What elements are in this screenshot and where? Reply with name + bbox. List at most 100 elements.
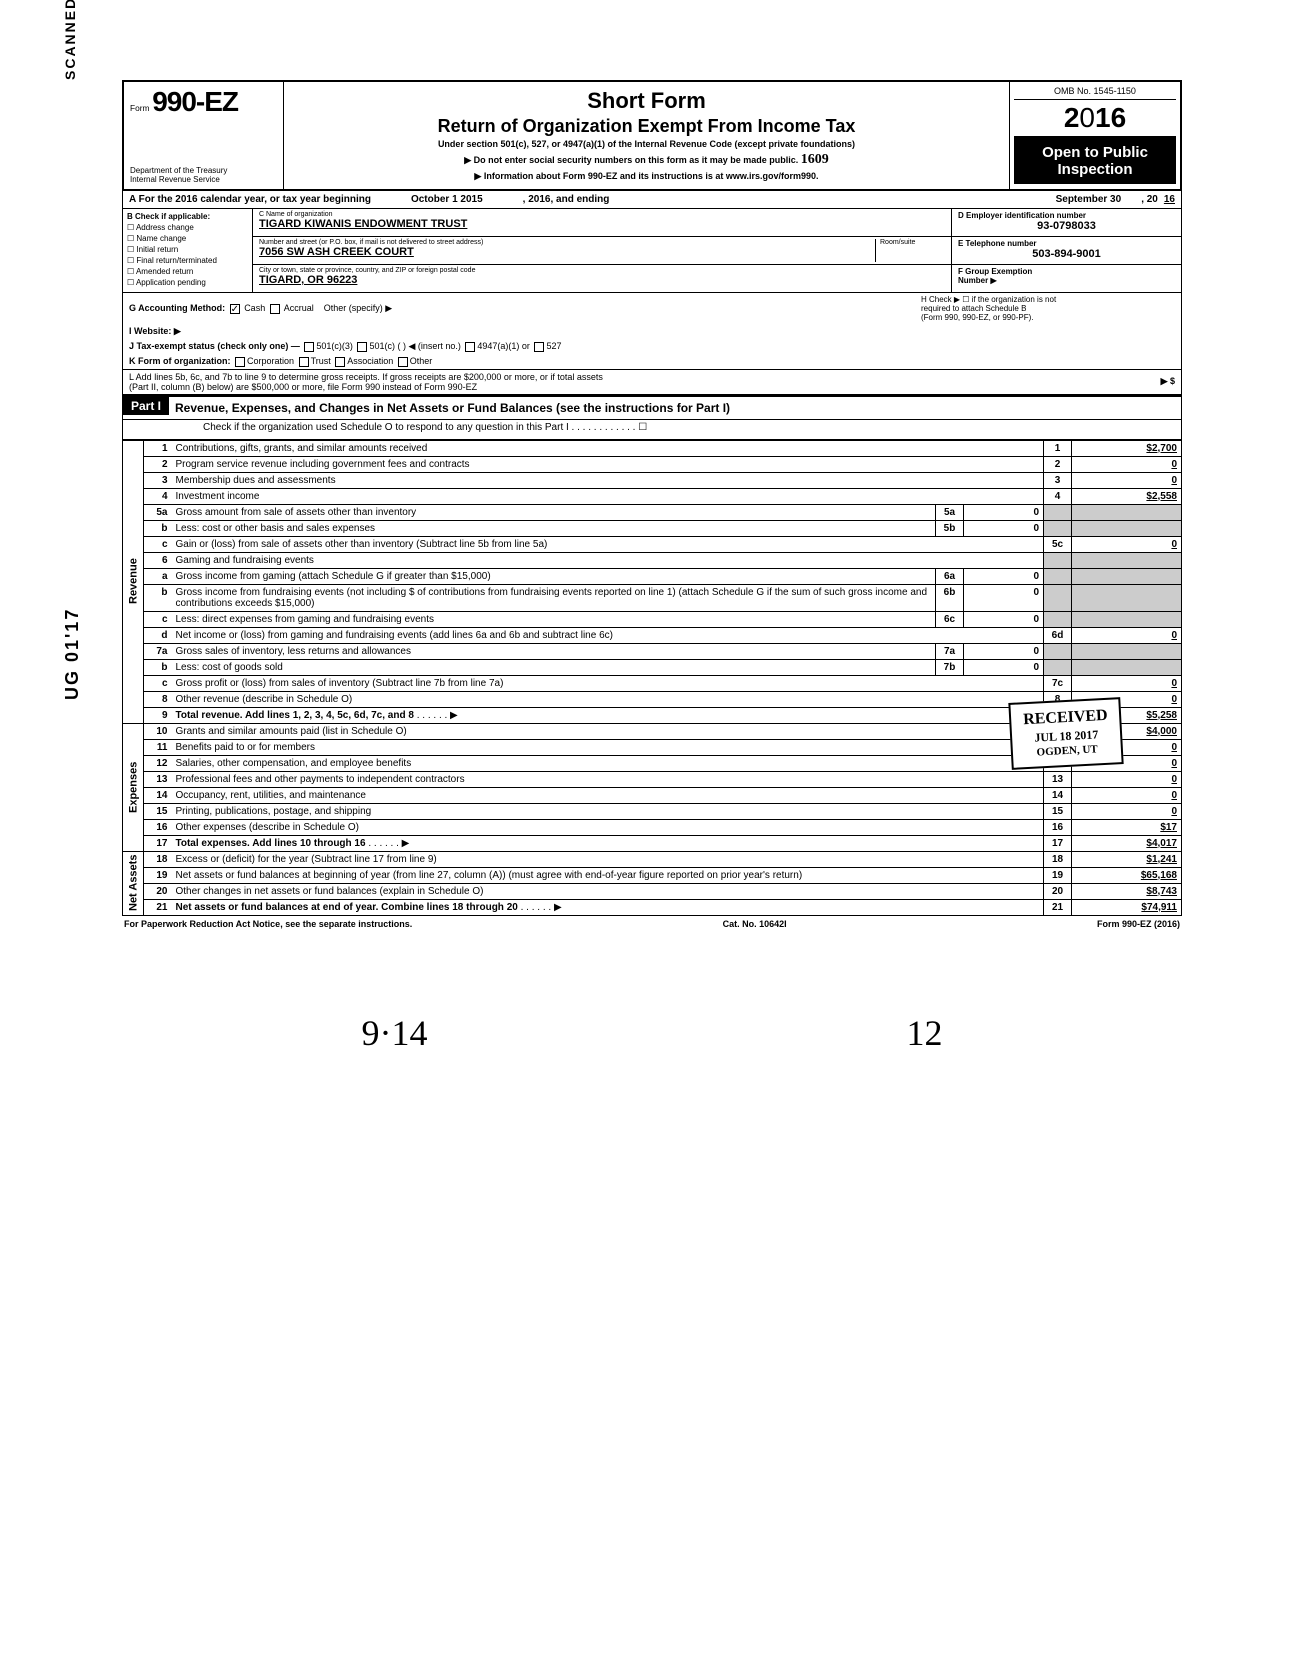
amount: 0 <box>1072 627 1182 643</box>
line-number: 5a <box>144 504 172 520</box>
table-row: 15Printing, publications, postage, and s… <box>123 803 1182 819</box>
chk-accrual[interactable] <box>270 304 280 314</box>
date-stamp-left: UG 01'17 <box>62 608 83 700</box>
handwritten-note: 1609 <box>801 152 829 167</box>
lbl-other: Other (specify) ▶ <box>324 303 392 313</box>
line-i: I Website: ▶ <box>129 326 181 336</box>
ein-value: 93-0798033 <box>958 220 1175 232</box>
shaded-cell <box>1044 611 1072 627</box>
part1-label: Part I <box>123 397 169 415</box>
inner-box-number: 6a <box>936 568 964 584</box>
amount: 0 <box>1072 536 1182 552</box>
amount: 0 <box>1072 675 1182 691</box>
city-value: TIGARD, OR 96223 <box>259 274 945 286</box>
shaded-cell <box>1044 584 1072 611</box>
inner-amount: 0 <box>964 568 1044 584</box>
shaded-cell <box>1072 552 1182 568</box>
line-a-begin: October 1 2015 <box>411 194 483 205</box>
table-row: Net Assets18Excess or (deficit) for the … <box>123 851 1182 867</box>
chk-501c3[interactable] <box>304 342 314 352</box>
amount: $2,558 <box>1072 488 1182 504</box>
chk-corp[interactable] <box>235 357 245 367</box>
line-number: 20 <box>144 883 172 899</box>
main-title: Return of Organization Exempt From Incom… <box>292 116 1001 137</box>
chk-501c[interactable] <box>357 342 367 352</box>
shaded-cell <box>1044 568 1072 584</box>
line-description: Gross profit or (loss) from sales of inv… <box>172 675 1044 691</box>
street-value: 7056 SW ASH CREEK COURT <box>259 246 875 258</box>
line-a-mid: , 2016, and ending <box>523 194 610 205</box>
chk-other-org[interactable] <box>398 357 408 367</box>
line-a-end-pre: , 20 <box>1141 194 1158 205</box>
section-c: C Name of organization TIGARD KIWANIS EN… <box>253 209 951 292</box>
chk-name[interactable]: Name change <box>127 234 248 243</box>
table-row: 5aGross amount from sale of assets other… <box>123 504 1182 520</box>
footer: For Paperwork Reduction Act Notice, see … <box>122 916 1182 932</box>
shaded-cell <box>1044 552 1072 568</box>
inner-box-number: 6c <box>936 611 964 627</box>
line-description: Gross sales of inventory, less returns a… <box>172 643 936 659</box>
amount: $4,017 <box>1072 835 1182 851</box>
chk-initial[interactable]: Initial return <box>127 245 248 254</box>
box-number: 6d <box>1044 627 1072 643</box>
line-number: 10 <box>144 723 172 739</box>
phone-value: 503-894-9001 <box>958 248 1175 260</box>
inner-amount: 0 <box>964 643 1044 659</box>
line-description: Membership dues and assessments <box>172 472 1044 488</box>
amount: $74,911 <box>1072 899 1182 915</box>
chk-amended[interactable]: Amended return <box>127 267 248 276</box>
footer-left: For Paperwork Reduction Act Notice, see … <box>124 919 412 929</box>
title-box: Short Form Return of Organization Exempt… <box>284 82 1010 189</box>
line-k: K Form of organization: <box>129 356 231 366</box>
chk-cash[interactable] <box>230 304 240 314</box>
line-number: 13 <box>144 771 172 787</box>
section-de: D Employer identification number 93-0798… <box>951 209 1181 292</box>
line-description: Gross income from fundraising events (no… <box>172 584 936 611</box>
line-description: Other expenses (describe in Schedule O) <box>172 819 1044 835</box>
chk-527[interactable] <box>534 342 544 352</box>
amount: 0 <box>1072 803 1182 819</box>
amount: $65,168 <box>1072 867 1182 883</box>
city-label: City or town, state or province, country… <box>259 267 945 274</box>
form-number: 990-EZ <box>152 86 238 117</box>
chk-pending[interactable]: Application pending <box>127 278 248 287</box>
received-org: OGDEN, UT <box>1024 742 1109 761</box>
line-number: d <box>144 627 172 643</box>
inner-amount: 0 <box>964 504 1044 520</box>
line-h: H Check ▶ ☐ if the organization is not r… <box>915 295 1175 322</box>
line-a: A For the 2016 calendar year, or tax yea… <box>122 191 1182 209</box>
table-row: cLess: direct expenses from gaming and f… <box>123 611 1182 627</box>
lbl-trust: Trust <box>311 356 331 366</box>
section-b-title: B Check if applicable: <box>127 212 248 221</box>
chk-address[interactable]: Address change <box>127 223 248 232</box>
box-number: 4 <box>1044 488 1072 504</box>
received-stamp: RECEIVED JUL 18 2017 OGDEN, UT <box>1008 697 1124 769</box>
line-number: 21 <box>144 899 172 915</box>
lbl-other-org: Other <box>410 356 433 366</box>
chk-assoc[interactable] <box>335 357 345 367</box>
chk-4947[interactable] <box>465 342 475 352</box>
line-description: Net assets or fund balances at beginning… <box>172 867 1044 883</box>
inner-box-number: 5a <box>936 504 964 520</box>
chk-trust[interactable] <box>299 357 309 367</box>
line-description: Benefits paid to or for members <box>172 739 1044 755</box>
phone-label: E Telephone number <box>958 239 1175 248</box>
chk-final[interactable]: Final return/terminated <box>127 256 248 265</box>
box-number: 15 <box>1044 803 1072 819</box>
lbl-corp: Corporation <box>247 356 294 366</box>
line-number: b <box>144 520 172 536</box>
line-number: 19 <box>144 867 172 883</box>
line-description: Less: direct expenses from gaming and fu… <box>172 611 936 627</box>
inner-amount: 0 <box>964 520 1044 536</box>
line-description: Investment income <box>172 488 1044 504</box>
line-a-end-month: September 30 <box>1056 194 1122 205</box>
part1-sub: Check if the organization used Schedule … <box>123 420 653 439</box>
line-description: Gain or (loss) from sale of assets other… <box>172 536 1044 552</box>
line-description: Other revenue (describe in Schedule O) <box>172 691 1044 707</box>
amount: 0 <box>1072 771 1182 787</box>
line-a-end-year: 16 <box>1164 194 1175 205</box>
table-row: bLess: cost of goods sold7b0 <box>123 659 1182 675</box>
table-row: Revenue1Contributions, gifts, grants, an… <box>123 440 1182 456</box>
line-number: 1 <box>144 440 172 456</box>
sidebar-net-assets: Net Assets <box>123 851 144 915</box>
